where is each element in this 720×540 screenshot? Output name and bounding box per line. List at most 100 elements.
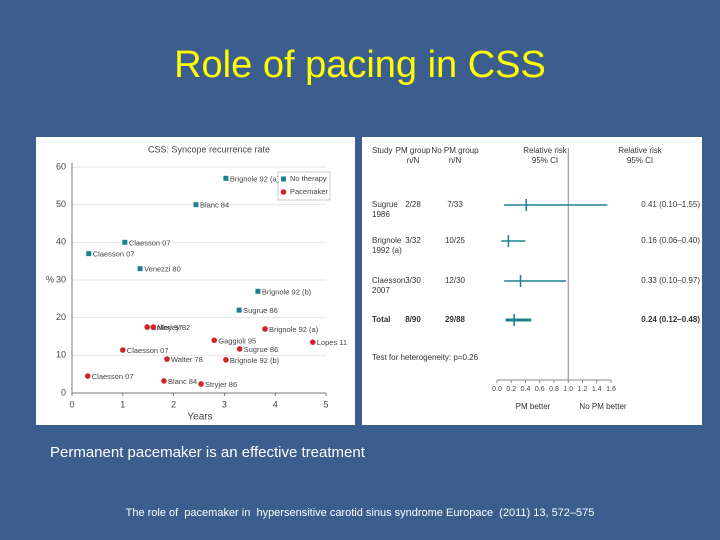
y-axis-label: % bbox=[46, 274, 54, 284]
point-label: Venezzi 80 bbox=[144, 265, 181, 274]
point bbox=[193, 202, 199, 208]
rr-label: 0.33 (0.10–0.97) bbox=[641, 276, 700, 285]
x-tick-label: 0.2 bbox=[506, 386, 516, 393]
point-label: Blanc 84 bbox=[168, 377, 197, 386]
x-side-label: No PM better bbox=[579, 402, 626, 411]
point bbox=[150, 324, 157, 330]
point bbox=[255, 288, 261, 294]
x-tick-label: 1.2 bbox=[578, 386, 588, 393]
column-subheader: 95% CI bbox=[531, 156, 559, 165]
no-pm-group: 7/33 bbox=[447, 200, 463, 209]
point bbox=[236, 307, 242, 313]
point bbox=[236, 346, 243, 352]
study-name: Claesson 2007 bbox=[372, 276, 406, 295]
point-label: Sugrue 86 bbox=[244, 345, 279, 354]
point bbox=[223, 175, 229, 181]
point-label: Crilley 97 bbox=[151, 323, 182, 332]
heterogeneity: Test for heterogeneity: p=0.26 bbox=[372, 353, 479, 362]
column-header: Relative risk bbox=[618, 146, 662, 155]
point-label: Claesson 07 bbox=[127, 346, 169, 355]
x-side-label: PM better bbox=[516, 402, 551, 411]
y-tick-label: 30 bbox=[56, 274, 66, 284]
y-tick-label: 60 bbox=[56, 161, 66, 171]
study-name: Brignole 1992 (a) bbox=[372, 236, 402, 255]
pm-group: 3/30 bbox=[405, 276, 421, 285]
point bbox=[84, 373, 91, 379]
point bbox=[120, 347, 126, 353]
point bbox=[262, 326, 268, 332]
legend-box bbox=[277, 171, 331, 201]
x-tick-label: 2 bbox=[171, 399, 176, 409]
point-label: Sugrue 86 bbox=[243, 306, 278, 315]
column-subheader: n/N bbox=[406, 156, 420, 165]
study-name: Total bbox=[372, 315, 391, 324]
x-tick-label: 3 bbox=[222, 399, 227, 409]
point-label: Brignole 92 (b) bbox=[262, 287, 312, 296]
column-header: Relative risk bbox=[523, 146, 567, 155]
point bbox=[144, 324, 150, 330]
column-subheader: 95% CI bbox=[626, 156, 654, 165]
column-header: No PM group bbox=[431, 146, 479, 155]
y-tick-label: 0 bbox=[61, 387, 66, 397]
x-axis-label: Years bbox=[187, 412, 212, 423]
legend-label: No therapy bbox=[290, 174, 327, 183]
point-label: Morley 82 bbox=[157, 323, 190, 332]
no-pm-group: 29/88 bbox=[444, 315, 466, 324]
point-label: Claesson 07 bbox=[93, 250, 135, 259]
x-tick-label: 1.6 bbox=[606, 386, 616, 393]
point-label: Lopes 11 bbox=[317, 338, 347, 347]
x-tick-label: 0.0 bbox=[492, 386, 502, 393]
legend-swatch bbox=[280, 189, 287, 195]
x-tick-label: 1.0 bbox=[563, 386, 573, 393]
column-header: PM group bbox=[395, 146, 431, 155]
point-label: Claesson 07 bbox=[92, 372, 134, 381]
point bbox=[223, 357, 229, 363]
no-pm-group: 12/30 bbox=[444, 276, 466, 285]
point-label: Brignole 92 (b) bbox=[230, 356, 280, 365]
legend-label: Pacemaker bbox=[290, 187, 328, 196]
x-tick-label: 0 bbox=[69, 399, 74, 409]
point-label: Brignole 92 (a) bbox=[230, 174, 280, 183]
x-tick-label: 5 bbox=[323, 399, 328, 409]
point bbox=[198, 381, 204, 387]
y-tick-label: 50 bbox=[56, 199, 66, 209]
x-tick-label: 1.4 bbox=[592, 386, 602, 393]
pm-group: 2/28 bbox=[405, 200, 421, 209]
no-pm-group: 10/25 bbox=[444, 236, 466, 245]
y-tick-label: 20 bbox=[56, 312, 66, 322]
point bbox=[137, 266, 143, 272]
x-tick-label: 4 bbox=[273, 399, 278, 409]
caption: Permanent pacemaker is an effective trea… bbox=[50, 444, 365, 461]
column-header: Study bbox=[372, 146, 393, 155]
citation: The role of pacemaker in hypersensitive … bbox=[125, 507, 595, 519]
point bbox=[122, 239, 128, 245]
chart-title: CSS: Syncope recurrence rate bbox=[148, 144, 270, 154]
rr-label: 0.41 (0.10–1.55) bbox=[641, 200, 700, 209]
point-label: Blanc 84 bbox=[200, 201, 229, 210]
rr-label: 0.24 (0.12–0.48) bbox=[641, 315, 700, 324]
x-tick-label: 0.6 bbox=[535, 386, 545, 393]
point bbox=[161, 378, 167, 384]
pm-group: 3/32 bbox=[405, 236, 421, 245]
point bbox=[86, 251, 92, 257]
slide-title: Role of pacing in CSS bbox=[174, 44, 546, 86]
column-subheader: n/N bbox=[448, 156, 462, 165]
y-tick-label: 10 bbox=[56, 350, 66, 360]
point-label: Walter 78 bbox=[171, 355, 203, 364]
point-label: Stryjer 86 bbox=[205, 380, 237, 389]
x-tick-label: 0.8 bbox=[549, 386, 559, 393]
point-label: Claesson 07 bbox=[129, 238, 171, 247]
x-tick-label: 1 bbox=[120, 399, 125, 409]
point-label: Gaggioli 95 bbox=[218, 336, 256, 345]
pm-group: 8/90 bbox=[405, 315, 421, 324]
x-tick-label: 0.4 bbox=[521, 386, 531, 393]
point bbox=[164, 356, 170, 362]
point bbox=[211, 337, 218, 344]
rr-label: 0.16 (0.06–0.40) bbox=[641, 236, 700, 245]
y-tick-label: 40 bbox=[56, 237, 66, 247]
study-name: Sugrue 1986 bbox=[372, 200, 398, 219]
point bbox=[309, 339, 316, 345]
legend-swatch bbox=[281, 176, 286, 182]
